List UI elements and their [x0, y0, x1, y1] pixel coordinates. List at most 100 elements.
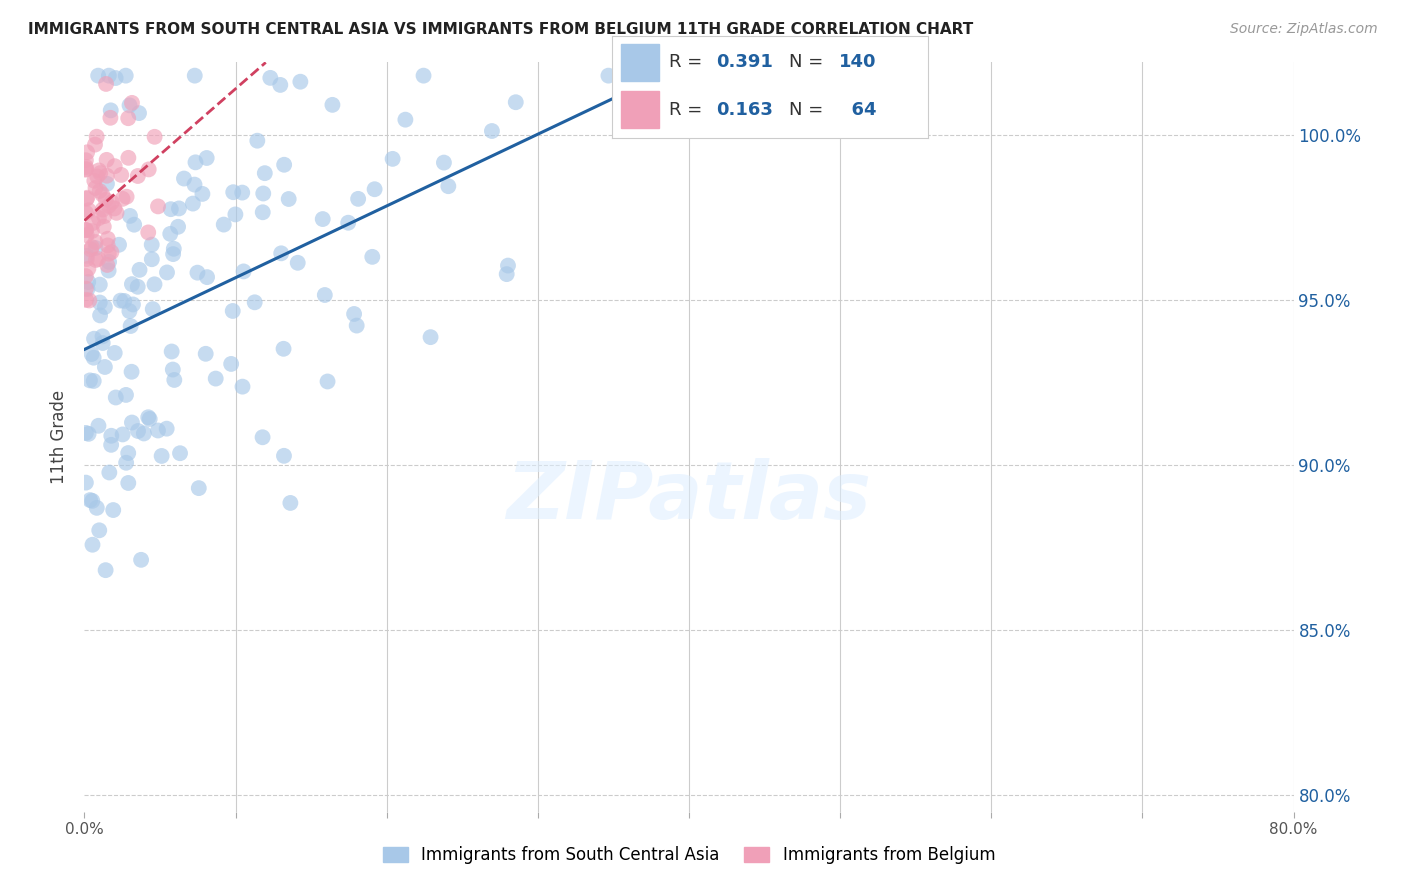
Point: [117, 151, 139, 165]
Point: [505, 95, 527, 110]
Text: IMMIGRANTS FROM SOUTH CENTRAL ASIA VS IMMIGRANTS FROM BELGIUM 11TH GRADE CORRELA: IMMIGRANTS FROM SOUTH CENTRAL ASIA VS IM…: [28, 22, 973, 37]
Point: [143, 277, 166, 292]
Point: [84, 235, 107, 249]
Point: [495, 267, 517, 281]
Point: [128, 106, 150, 120]
Point: [77, 426, 100, 441]
Bar: [621, 91, 659, 128]
Point: [94, 563, 117, 577]
Point: [82, 216, 104, 230]
Point: [83, 332, 105, 346]
Point: [111, 427, 134, 442]
Point: [120, 318, 142, 333]
Point: [75, 475, 97, 490]
Point: [112, 293, 135, 308]
Point: [187, 481, 209, 495]
Point: [100, 429, 122, 443]
Point: [75, 282, 97, 296]
Point: [146, 424, 169, 438]
Point: [222, 185, 245, 199]
Point: [273, 449, 295, 463]
Point: [156, 422, 179, 436]
Point: [79, 373, 101, 387]
Point: [136, 226, 159, 240]
Point: [76, 228, 98, 243]
Point: [243, 295, 266, 310]
Point: [138, 162, 160, 177]
Point: [76, 145, 98, 160]
Point: [277, 192, 299, 206]
Point: [204, 371, 226, 385]
Point: [169, 446, 191, 460]
Point: [96, 169, 118, 183]
Point: [89, 309, 111, 323]
Point: [110, 293, 132, 308]
Point: [97, 69, 120, 83]
Point: [91, 329, 114, 343]
Point: [290, 75, 312, 89]
Point: [419, 330, 441, 344]
Point: [162, 247, 184, 261]
Point: [121, 95, 143, 110]
Point: [75, 269, 97, 284]
Point: [115, 456, 138, 470]
Point: [89, 295, 111, 310]
Point: [76, 192, 98, 206]
Point: [87, 163, 110, 178]
Point: [104, 391, 127, 405]
Point: [150, 449, 173, 463]
Point: [118, 304, 141, 318]
Point: [117, 446, 139, 460]
Point: [108, 237, 131, 252]
Point: [141, 237, 163, 252]
Point: [110, 168, 132, 182]
Point: [77, 261, 100, 276]
Point: [121, 365, 143, 379]
Text: Source: ZipAtlas.com: Source: ZipAtlas.com: [1230, 22, 1378, 37]
Point: [232, 264, 254, 278]
Point: [481, 124, 503, 138]
Point: [231, 186, 253, 200]
Point: [163, 373, 186, 387]
Point: [122, 218, 145, 232]
Text: 0.391: 0.391: [716, 54, 773, 71]
Point: [75, 160, 97, 174]
Point: [156, 265, 179, 279]
Point: [394, 112, 416, 127]
Point: [100, 111, 122, 125]
Point: [118, 209, 141, 223]
Point: [76, 191, 98, 205]
Point: [80, 240, 103, 254]
Point: [83, 351, 105, 365]
Point: [80, 243, 103, 257]
Point: [246, 134, 269, 148]
Point: [121, 416, 143, 430]
Point: [259, 70, 281, 85]
Point: [347, 192, 370, 206]
Point: [104, 70, 127, 85]
Point: [87, 69, 110, 83]
Point: [83, 174, 105, 188]
Point: [97, 238, 120, 252]
Point: [91, 336, 114, 351]
Point: [337, 216, 360, 230]
Point: [121, 277, 143, 292]
Point: [141, 252, 163, 267]
Point: [252, 205, 274, 219]
Point: [75, 223, 97, 237]
Point: [80, 224, 103, 238]
Point: [118, 98, 141, 112]
Point: [75, 425, 97, 440]
Point: [98, 255, 121, 269]
Point: [181, 196, 204, 211]
Text: R =: R =: [669, 54, 707, 71]
Point: [94, 359, 117, 374]
Point: [80, 347, 103, 361]
Point: [75, 206, 97, 220]
Legend: Immigrants from South Central Asia, Immigrants from Belgium: Immigrants from South Central Asia, Immi…: [375, 839, 1002, 871]
Point: [316, 375, 339, 389]
Point: [93, 209, 115, 223]
Point: [191, 186, 214, 201]
Point: [433, 155, 456, 169]
Point: [89, 184, 111, 198]
